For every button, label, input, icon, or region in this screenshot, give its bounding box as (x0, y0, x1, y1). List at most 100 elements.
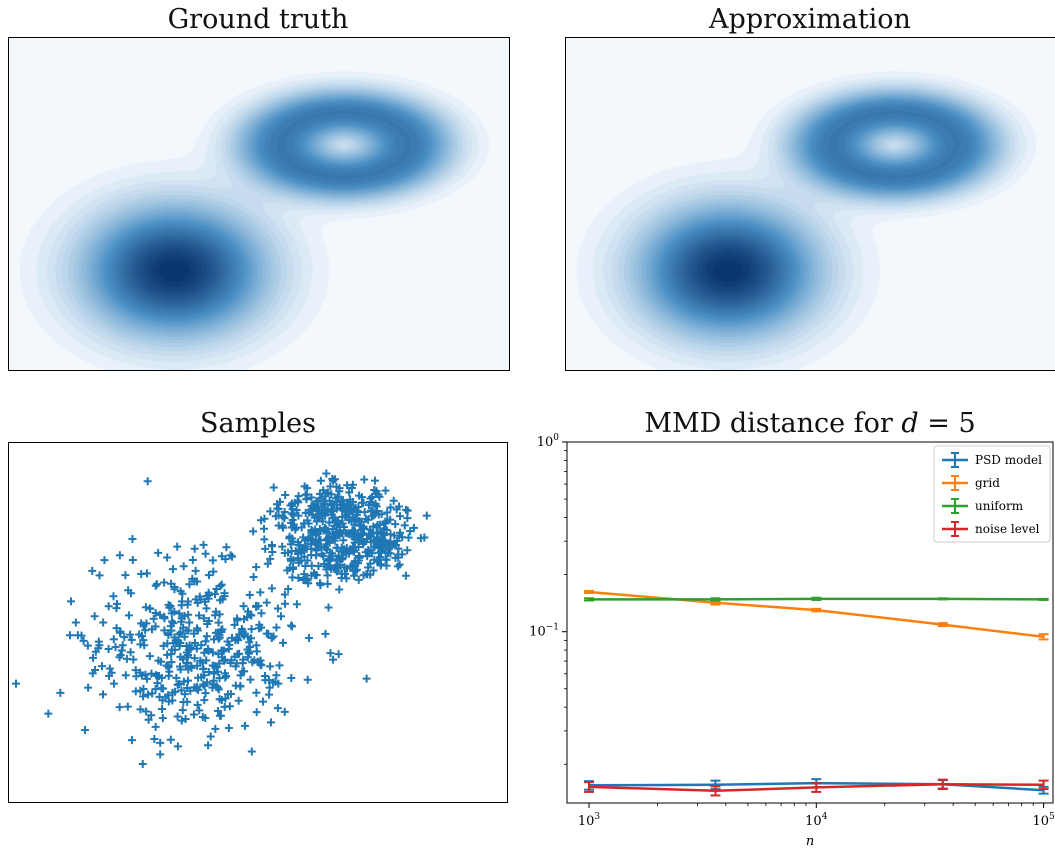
sample-point (260, 535, 269, 544)
sample-point (276, 612, 285, 621)
sample-point (273, 604, 282, 613)
sample-point (204, 741, 213, 750)
sample-point (315, 579, 324, 588)
sample-point (359, 498, 368, 507)
sample-point (175, 662, 184, 671)
sample-point (152, 580, 161, 589)
sample-point (132, 672, 141, 681)
sample-point (143, 477, 152, 486)
sample-point (115, 653, 124, 662)
sample-point (151, 581, 160, 590)
sample-point (156, 738, 165, 747)
sample-point (281, 490, 290, 499)
sample-point (376, 561, 385, 570)
sample-point (121, 671, 130, 680)
sample-point (328, 549, 337, 558)
sample-point (252, 688, 261, 697)
sample-point (155, 671, 164, 680)
sample-point (137, 619, 146, 628)
sample-point (352, 565, 361, 574)
sample-point (117, 646, 126, 655)
sample-point (257, 609, 266, 618)
legend-label: uniform (975, 499, 1024, 513)
sample-point (259, 697, 268, 706)
sample-point (334, 551, 343, 560)
sample-point (217, 580, 226, 589)
sample-point (386, 515, 395, 524)
sample-point (200, 696, 209, 705)
sample-point (351, 515, 360, 524)
sample-point (166, 622, 175, 631)
sample-point (144, 715, 153, 724)
sample-point (197, 641, 206, 650)
sample-point (193, 700, 202, 709)
sample-point (218, 625, 227, 634)
sample-point (147, 625, 156, 634)
sample-point (216, 596, 225, 605)
sample-point (266, 507, 275, 516)
sample-point (176, 652, 185, 661)
sample-point (196, 656, 205, 665)
sample-point (151, 722, 160, 731)
sample-point (221, 694, 230, 703)
sample-point (280, 707, 289, 716)
sample-point (230, 620, 239, 629)
sample-point (335, 487, 344, 496)
legend-label: grid (975, 476, 1000, 490)
sample-point (100, 556, 109, 565)
sample-point (120, 633, 129, 642)
sample-point (286, 501, 295, 510)
sample-point (141, 603, 150, 612)
sample-point (280, 599, 289, 608)
sample-point (342, 564, 351, 573)
sample-point (190, 654, 199, 663)
sample-point (56, 688, 65, 697)
sample-point (89, 653, 98, 662)
sample-point (104, 644, 113, 653)
sample-point (183, 600, 192, 609)
sample-point (95, 641, 104, 650)
sample-point (278, 542, 287, 551)
sample-point (330, 521, 339, 530)
sample-point (275, 661, 284, 670)
sample-point (217, 646, 226, 655)
y-tick-label: 10−1 (529, 623, 559, 640)
sample-point (321, 629, 330, 638)
sample-point (225, 702, 234, 711)
mmd-title-eq: = 5 (918, 408, 976, 439)
sample-point (246, 675, 255, 684)
sample-point (285, 534, 294, 543)
sample-point (199, 614, 208, 623)
sample-point (259, 524, 268, 533)
sample-point (257, 623, 266, 632)
sample-point (208, 556, 217, 565)
sample-point (214, 707, 223, 716)
sample-point (249, 527, 258, 536)
mmd-plot-frame (566, 441, 1054, 804)
sample-point (222, 543, 231, 552)
sample-point (354, 502, 363, 511)
sample-point (381, 486, 390, 495)
sample-point (204, 668, 213, 677)
samples-title: Samples (200, 408, 316, 439)
sample-point (142, 707, 151, 716)
sample-point (141, 626, 150, 635)
sample-point (338, 519, 347, 528)
sample-point (176, 587, 185, 596)
sample-point (135, 630, 144, 639)
sample-point (99, 690, 108, 699)
sample-point (252, 708, 261, 717)
mmd-title-prefix: MMD distance for (644, 408, 902, 439)
sample-point (204, 616, 213, 625)
sample-point (269, 483, 278, 492)
sample-point (79, 636, 88, 645)
sample-point (364, 563, 373, 572)
samples-panel (8, 442, 508, 803)
sample-point (294, 573, 303, 582)
sample-point (243, 613, 252, 622)
sample-point (330, 513, 339, 522)
sample-point (126, 648, 135, 657)
legend-label: noise level (975, 522, 1040, 536)
sample-point (167, 609, 176, 618)
sample-point (339, 536, 348, 545)
